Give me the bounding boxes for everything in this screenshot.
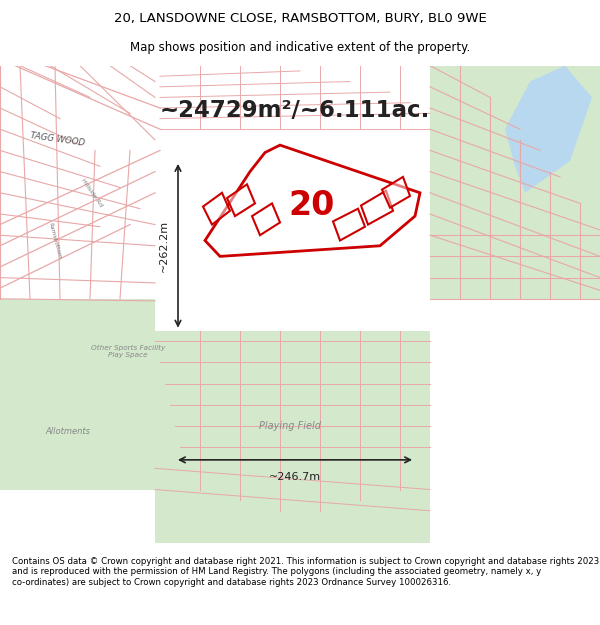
Text: ~262.2m: ~262.2m <box>159 220 169 272</box>
Text: 20, LANSDOWNE CLOSE, RAMSBOTTOM, BURY, BL0 9WE: 20, LANSDOWNE CLOSE, RAMSBOTTOM, BURY, B… <box>113 12 487 25</box>
Text: Ramsbottom: Ramsbottom <box>47 222 62 259</box>
Text: Map shows position and indicative extent of the property.: Map shows position and indicative extent… <box>130 41 470 54</box>
Text: Playing Field: Playing Field <box>259 421 321 431</box>
Text: ~246.7m: ~246.7m <box>269 472 321 482</box>
Polygon shape <box>203 192 230 224</box>
Text: Other Sports Facility
Play Space: Other Sports Facility Play Space <box>91 345 165 358</box>
Polygon shape <box>430 66 600 299</box>
Polygon shape <box>252 203 280 235</box>
Text: Allotments: Allotments <box>46 427 91 436</box>
Text: Hillside Rd: Hillside Rd <box>80 177 104 208</box>
Polygon shape <box>505 66 592 192</box>
Polygon shape <box>227 184 255 216</box>
Polygon shape <box>0 299 155 489</box>
Polygon shape <box>205 145 420 256</box>
Text: TAGG WOOD: TAGG WOOD <box>30 131 86 148</box>
Polygon shape <box>382 177 410 208</box>
Polygon shape <box>333 209 365 241</box>
Polygon shape <box>361 191 393 224</box>
Text: ~24729m²/~6.111ac.: ~24729m²/~6.111ac. <box>160 99 430 122</box>
Text: Contains OS data © Crown copyright and database right 2021. This information is : Contains OS data © Crown copyright and d… <box>12 557 599 586</box>
Text: 20: 20 <box>289 189 335 222</box>
Polygon shape <box>155 331 430 542</box>
